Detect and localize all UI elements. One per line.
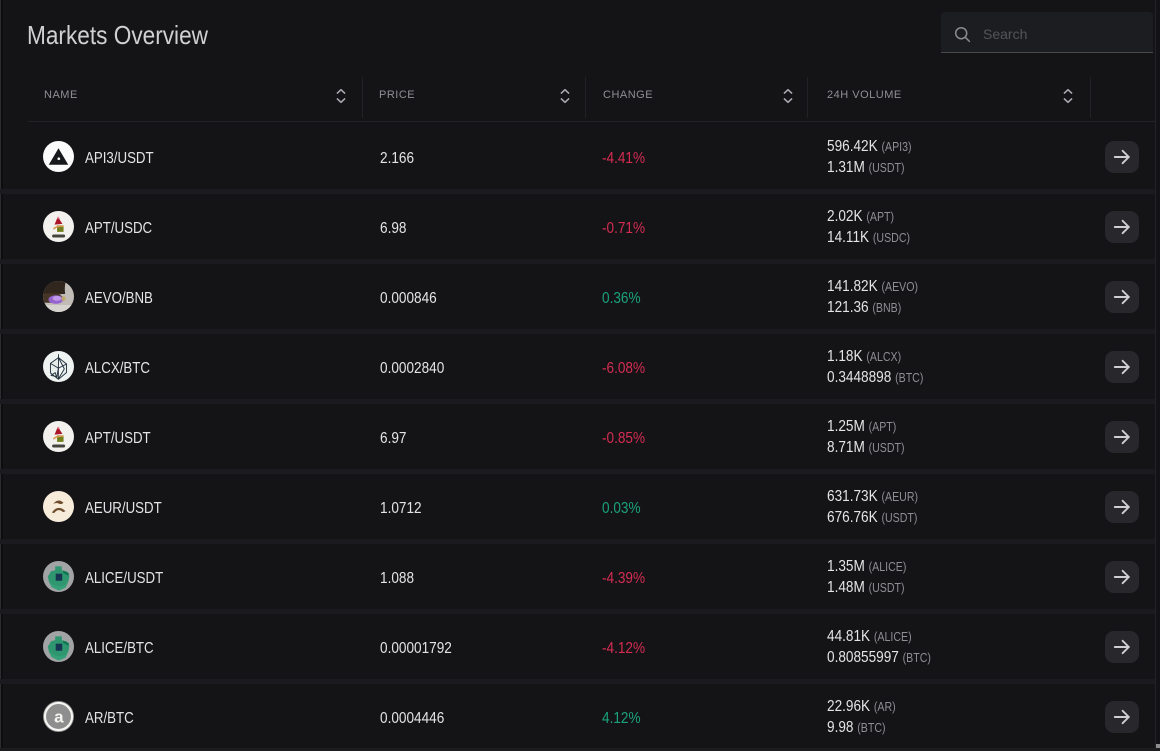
svg-text:a: a <box>54 707 64 726</box>
